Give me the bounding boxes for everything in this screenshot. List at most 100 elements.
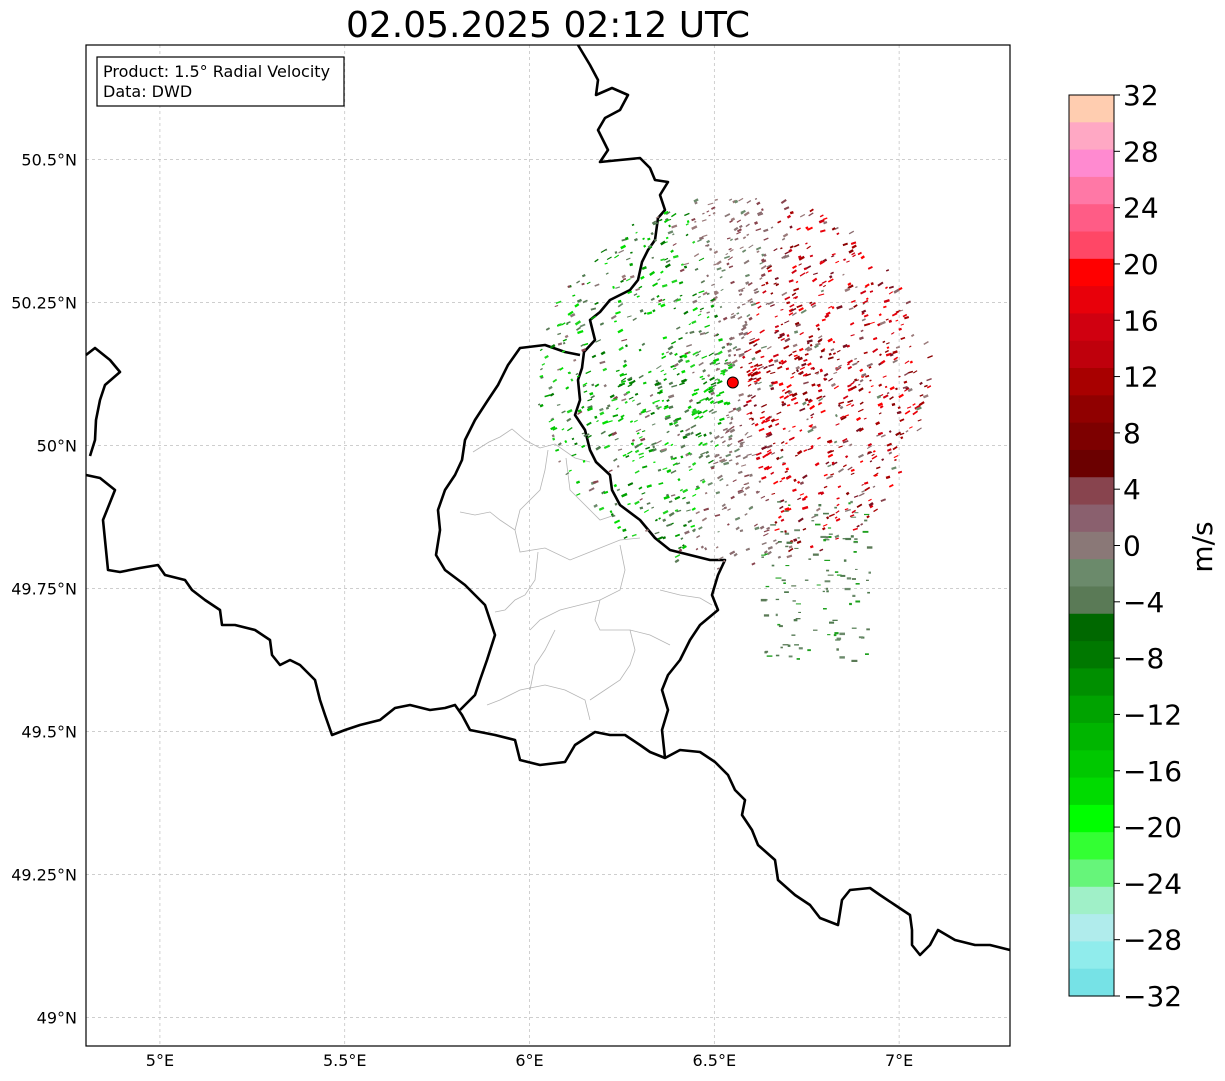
velocity-echo bbox=[807, 649, 811, 652]
velocity-echo bbox=[660, 447, 668, 452]
velocity-echo bbox=[725, 484, 729, 487]
velocity-echo bbox=[704, 244, 710, 247]
colorbar-tick-label: 0 bbox=[1123, 530, 1141, 563]
velocity-echo bbox=[734, 448, 740, 453]
velocity-echo bbox=[814, 513, 819, 517]
velocity-echo bbox=[719, 417, 725, 422]
velocity-echo bbox=[744, 512, 748, 516]
velocity-echo bbox=[622, 528, 627, 532]
velocity-echo bbox=[616, 488, 621, 492]
velocity-echo bbox=[774, 528, 780, 532]
velocity-echo bbox=[863, 351, 868, 355]
velocity-echo bbox=[850, 381, 855, 386]
velocity-echo bbox=[562, 338, 568, 342]
velocity-echo bbox=[858, 636, 864, 639]
velocity-echo bbox=[763, 614, 770, 617]
velocity-echo bbox=[679, 294, 683, 297]
velocity-echo bbox=[893, 356, 899, 361]
velocity-echo bbox=[809, 545, 814, 549]
velocity-echo bbox=[766, 451, 773, 456]
velocity-echo bbox=[761, 208, 764, 212]
velocity-echo bbox=[854, 378, 858, 381]
velocity-echo bbox=[807, 428, 814, 434]
velocity-echo bbox=[793, 478, 797, 482]
velocity-echo bbox=[771, 381, 775, 384]
velocity-echo bbox=[889, 386, 895, 391]
velocity-echo bbox=[620, 244, 627, 250]
velocity-echo bbox=[703, 507, 710, 512]
velocity-echo bbox=[846, 363, 850, 366]
velocity-echo bbox=[724, 359, 728, 362]
velocity-echo bbox=[658, 218, 663, 222]
velocity-echo bbox=[708, 459, 714, 464]
colorbar-tick-label: −4 bbox=[1123, 586, 1164, 619]
velocity-echo bbox=[614, 519, 621, 524]
velocity-echo bbox=[635, 231, 638, 234]
velocity-echo bbox=[742, 455, 749, 460]
velocity-echo bbox=[627, 502, 631, 506]
velocity-echo bbox=[724, 430, 730, 434]
velocity-echo bbox=[779, 333, 785, 337]
colorbar-swatch bbox=[1069, 95, 1114, 123]
velocity-echo bbox=[923, 341, 929, 345]
velocity-echo bbox=[755, 371, 761, 376]
velocity-echo bbox=[770, 471, 775, 475]
velocity-echo bbox=[704, 396, 710, 401]
velocity-echo bbox=[873, 508, 878, 513]
velocity-echo bbox=[775, 598, 780, 601]
velocity-echo bbox=[646, 311, 653, 315]
velocity-echo bbox=[790, 376, 795, 379]
velocity-echo bbox=[590, 307, 597, 311]
velocity-echo bbox=[809, 343, 813, 347]
velocity-echo bbox=[699, 310, 703, 313]
velocity-echo bbox=[716, 267, 722, 271]
velocity-echo bbox=[628, 396, 634, 400]
velocity-echo bbox=[747, 282, 753, 286]
velocity-echo bbox=[743, 211, 750, 217]
velocity-echo bbox=[615, 310, 621, 315]
velocity-echo bbox=[619, 372, 625, 378]
velocity-echo bbox=[886, 346, 890, 349]
velocity-echo bbox=[818, 293, 825, 297]
velocity-echo bbox=[691, 409, 698, 414]
velocity-echo bbox=[610, 513, 614, 517]
velocity-echo bbox=[638, 348, 642, 352]
velocity-echo bbox=[770, 386, 775, 391]
velocity-echo bbox=[859, 379, 864, 383]
velocity-echo bbox=[629, 275, 635, 279]
colorbar-swatch bbox=[1069, 122, 1114, 151]
velocity-echo bbox=[859, 401, 864, 405]
velocity-echo bbox=[636, 402, 642, 406]
velocity-echo bbox=[771, 452, 776, 455]
velocity-echo bbox=[739, 444, 744, 448]
velocity-echo bbox=[778, 361, 782, 365]
velocity-echo bbox=[793, 619, 798, 622]
velocity-echo bbox=[836, 358, 840, 361]
velocity-echo bbox=[827, 464, 832, 468]
velocity-echo bbox=[641, 266, 647, 271]
velocity-echo bbox=[556, 403, 561, 406]
velocity-echo bbox=[724, 401, 729, 405]
velocity-echo bbox=[788, 353, 793, 357]
velocity-echo bbox=[683, 310, 689, 315]
lat-tick-label: 49.25°N bbox=[11, 865, 77, 884]
velocity-echo bbox=[668, 351, 673, 356]
velocity-echo bbox=[827, 453, 834, 458]
velocity-echo bbox=[809, 254, 814, 258]
velocity-echo bbox=[565, 472, 570, 476]
velocity-echo bbox=[834, 571, 839, 573]
velocity-echo bbox=[681, 263, 684, 266]
velocity-echo bbox=[714, 513, 721, 517]
velocity-echo bbox=[778, 515, 782, 519]
velocity-echo bbox=[895, 431, 902, 437]
velocity-echo bbox=[868, 391, 871, 394]
velocity-echo bbox=[583, 433, 590, 437]
velocity-echo bbox=[654, 381, 661, 387]
velocity-echo bbox=[656, 407, 660, 410]
velocity-echo bbox=[570, 378, 574, 382]
velocity-echo bbox=[763, 550, 768, 554]
velocity-echo bbox=[819, 214, 824, 218]
velocity-echo bbox=[895, 387, 898, 391]
velocity-echo bbox=[847, 384, 852, 388]
